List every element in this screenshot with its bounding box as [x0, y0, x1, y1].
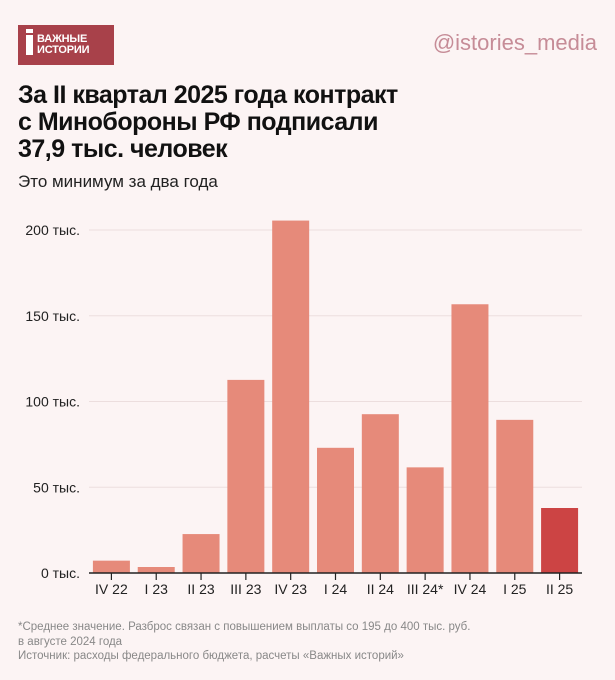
bar [406, 467, 444, 573]
y-tick-label: 200 тыс. [25, 222, 80, 238]
bar [451, 304, 489, 573]
bar [272, 220, 310, 573]
social-handle: @istories_media [432, 30, 597, 55]
logo-text-2: ИСТОРИИ [37, 44, 90, 56]
source-note: Источник: расходы федерального бюджета, … [18, 650, 404, 662]
x-tick-label: III 24* [407, 581, 444, 597]
x-tick-label: III 23 [230, 581, 261, 597]
footnote: в августе 2024 года [18, 635, 123, 648]
x-tick-label: I 24 [324, 581, 348, 597]
x-tick-label: I 23 [145, 581, 169, 597]
bar [361, 414, 399, 573]
y-tick-label: 50 тыс. [33, 479, 80, 495]
bar [317, 447, 354, 573]
logo-text-1: ВАЖНЫЕ [37, 33, 88, 45]
logo: ВАЖНЫЕ ИСТОРИИ [18, 25, 114, 65]
x-tick-label: II 24 [367, 581, 394, 597]
title-line: с Минобороны РФ подписали [18, 108, 378, 136]
chart-title: За II квартал 2025 года контракт с Миноб… [18, 82, 398, 163]
bar [137, 566, 175, 573]
y-tick-label: 100 тыс. [25, 394, 80, 410]
chart-subtitle: Это минимум за два года [18, 172, 218, 191]
bar [227, 379, 265, 573]
logo-i-icon [26, 29, 33, 55]
x-tick-label: I 25 [503, 581, 527, 597]
footer: *Среднее значение. Разброс связан с повы… [18, 620, 470, 664]
title-line: За II квартал 2025 года контракт [18, 81, 398, 109]
x-tick-label: II 23 [187, 581, 214, 597]
bar [92, 560, 130, 573]
bar [496, 419, 534, 573]
x-tick-label: IV 23 [274, 581, 307, 597]
x-tick-label: IV 24 [454, 581, 487, 597]
x-tick-label: II 25 [546, 581, 573, 597]
x-tick-label: IV 22 [95, 581, 128, 597]
y-tick-label: 0 тыс. [41, 565, 80, 581]
bar [541, 508, 579, 573]
y-tick-label: 150 тыс. [25, 308, 80, 324]
footnote: *Среднее значение. Разброс связан с повы… [18, 621, 471, 633]
bar [182, 534, 220, 573]
title-line: 37,9 тыс. человек [18, 135, 228, 163]
